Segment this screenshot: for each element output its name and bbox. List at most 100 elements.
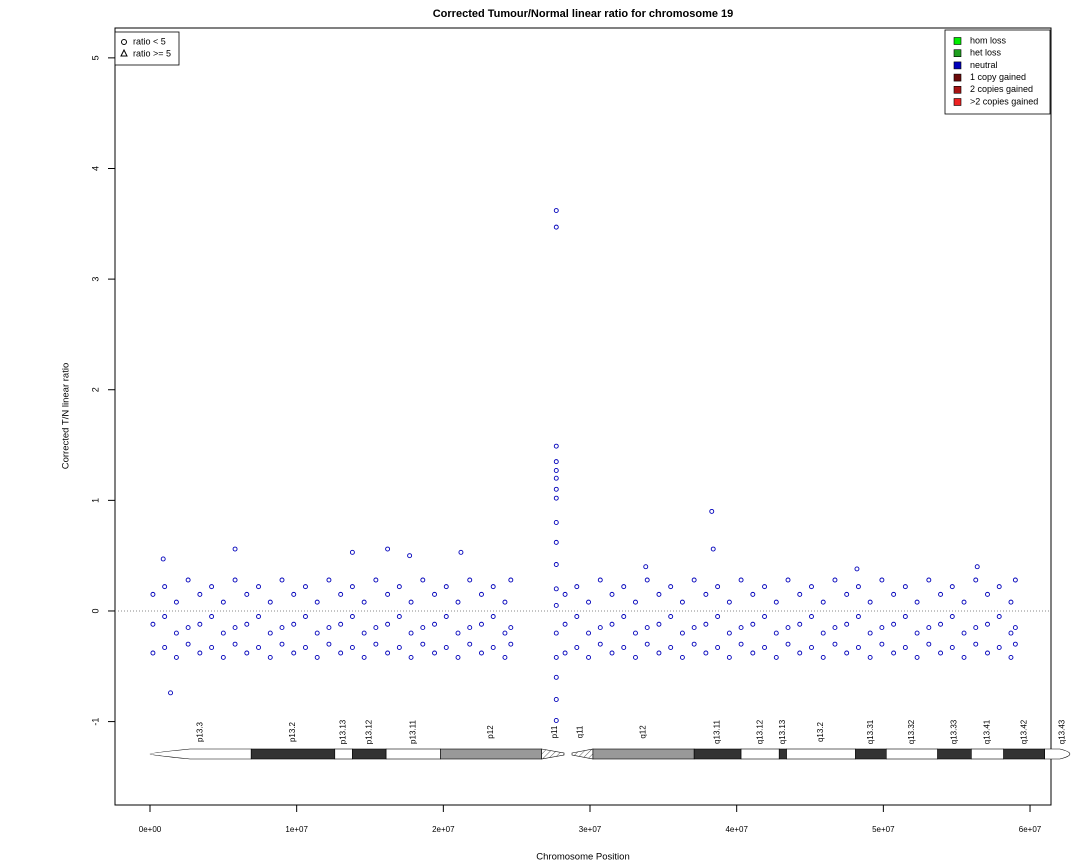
point [879,625,885,631]
legend-label: hom loss [970,35,1007,45]
point [691,625,697,631]
x-tick-label: 0e+00 [139,825,162,834]
point [656,621,662,627]
point [209,645,215,650]
point [490,584,496,590]
point [1012,641,1018,647]
point [173,599,179,605]
point [173,654,179,660]
point [738,625,744,631]
point [703,621,709,627]
point [467,577,473,583]
ideogram-band [385,748,441,760]
point [1008,654,1014,660]
ideogram-band [592,748,695,760]
legend-swatch [953,98,962,106]
point [279,577,285,583]
ideogram-label: p13.12 [364,719,373,744]
legend-swatch [953,49,962,58]
point [173,630,179,636]
point [467,625,473,631]
point [162,614,168,619]
point [855,584,861,590]
ideogram-band [740,748,780,760]
point [609,650,615,656]
point [855,645,861,650]
point [197,591,203,597]
point [914,599,920,605]
ideogram-label: q13.11 [713,720,722,744]
point [762,645,768,650]
point [455,630,461,636]
point [508,625,514,631]
legend-label: het loss [970,48,1002,58]
ideogram-label: p11 [550,725,559,738]
ideogram-label: p12 [486,725,495,739]
y-tick-label: 4 [90,166,100,171]
point [973,577,979,583]
ideogram-band [786,748,856,760]
point [938,650,944,656]
point [291,650,297,656]
point [553,443,559,449]
point [553,697,559,702]
point [408,599,414,605]
point [1012,577,1018,583]
point [797,591,803,597]
ideogram-label: q13.43 [1057,719,1066,744]
point [303,614,308,619]
point [679,599,685,605]
point [926,641,932,647]
point [891,650,897,656]
point [553,718,559,723]
point [553,486,559,492]
point [891,621,897,627]
x-tick-label: 1e+07 [285,825,308,834]
point [553,674,559,680]
point [326,625,332,631]
point [633,654,638,660]
point [396,614,402,619]
point [644,625,650,631]
y-tick-label: 5 [90,55,100,60]
y-tick-label: 2 [90,387,100,392]
point [490,645,496,650]
point [562,650,568,656]
y-axis-label: Corrected T/N linear ratio [61,363,72,469]
ideogram-label: q13.42 [1019,719,1028,744]
point [785,641,791,647]
point [574,645,580,650]
point [408,630,414,636]
ideogram-band [885,748,938,760]
point [621,584,627,590]
point [597,625,603,631]
point [726,599,732,605]
point [633,630,638,636]
point [926,577,932,583]
point [553,208,559,213]
point [279,641,285,647]
point [750,621,756,627]
point [553,602,559,608]
point [443,645,449,650]
ideogram-band [250,748,336,760]
legend-label: neutral [970,60,998,70]
point [809,614,814,619]
point [232,546,238,552]
point [949,645,955,650]
point [197,650,203,656]
ideogram-label: q13.2 [816,721,825,742]
point [502,599,508,605]
point [553,562,559,567]
point [902,584,908,590]
point [679,630,685,636]
point [574,584,580,590]
point [385,650,391,656]
point [926,625,932,631]
point [373,577,379,583]
shape-legend-symbol [121,39,127,45]
point [349,584,355,590]
point [256,584,261,590]
point [562,621,568,627]
legend-swatch [953,73,962,82]
